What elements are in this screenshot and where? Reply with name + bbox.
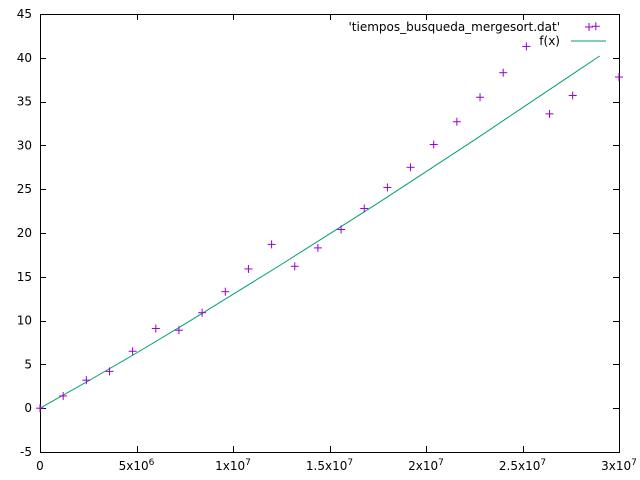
data-point <box>452 117 461 126</box>
y-tick-label: 35 <box>17 95 32 109</box>
x-tick-label-base: 5x10 <box>119 459 149 473</box>
x-tick-label-exponent: 7 <box>245 458 251 468</box>
data-point <box>383 183 392 192</box>
data-point <box>499 68 508 77</box>
data-point <box>36 404 44 413</box>
data-point <box>429 140 438 149</box>
y-tick-label: 0 <box>24 401 32 415</box>
fit-line-series <box>39 55 600 409</box>
x-tick-label-exponent: 7 <box>631 458 637 468</box>
x-tick-label: 5x106 <box>119 458 155 473</box>
data-point <box>545 109 554 118</box>
x-tick-label: 1.5x107 <box>306 458 353 473</box>
legend-marker-points <box>585 23 593 31</box>
data-point <box>290 262 299 271</box>
x-tick-label: 2x107 <box>408 458 444 473</box>
y-tick-label: 25 <box>17 182 32 196</box>
x-tick-label-exponent: 6 <box>149 458 155 468</box>
x-tick-label-exponent: 7 <box>347 458 353 468</box>
data-point <box>198 308 207 317</box>
x-tick-label: 1x107 <box>215 458 251 473</box>
data-point <box>476 93 485 102</box>
y-tick-label: 15 <box>17 270 32 284</box>
data-point <box>313 243 322 252</box>
data-point <box>522 42 531 51</box>
data-point <box>221 287 230 296</box>
data-point <box>59 391 68 400</box>
x-tick-labels: 0 5x106 1x107 1.5x107 2x107 2.5x107 3x107 <box>36 458 637 473</box>
y-tick-label: 45 <box>17 7 32 21</box>
x-tick-label-base: 1x10 <box>215 459 245 473</box>
x-tick-label: 2.5x107 <box>499 458 546 473</box>
data-point <box>174 326 183 335</box>
legend-label-points: 'tiempos_busqueda_mergesort.dat' <box>349 20 561 34</box>
y-tick-label: 30 <box>17 138 32 152</box>
data-point <box>591 22 600 31</box>
data-point <box>615 73 623 82</box>
x-tick-label-exponent: 7 <box>540 458 546 468</box>
data-point <box>244 264 253 273</box>
data-point <box>337 225 346 234</box>
x-tick-label: 0 <box>36 459 44 473</box>
y-tick-label: 10 <box>17 314 32 328</box>
data-point <box>267 240 276 249</box>
data-point <box>360 204 369 213</box>
x-tick-label-base: 1.5x10 <box>306 459 347 473</box>
y-tick-labels: -5 0 5 10 15 20 25 30 35 40 45 <box>17 7 32 459</box>
data-point <box>568 91 577 100</box>
data-point <box>406 163 415 172</box>
data-point <box>151 324 160 333</box>
data-point <box>82 376 91 385</box>
x-tick-label-base: 2x10 <box>408 459 438 473</box>
y-tick-label: 40 <box>17 51 32 65</box>
x-tick-label-base: 0 <box>36 459 44 473</box>
data-point <box>105 367 114 376</box>
legend: 'tiempos_busqueda_mergesort.dat' f(x) <box>349 20 606 48</box>
y-tick-label: 20 <box>17 226 32 240</box>
y-tick-label: 5 <box>24 357 32 371</box>
y-tick-label: -5 <box>20 445 32 459</box>
x-tick-label: 3x107 <box>601 458 637 473</box>
points-series <box>36 22 623 413</box>
data-point <box>128 347 137 356</box>
x-tick-label-exponent: 7 <box>438 458 444 468</box>
fit-line <box>39 55 600 409</box>
x-tick-label-base: 3x10 <box>601 459 631 473</box>
legend-label-line: f(x) <box>539 34 560 48</box>
x-tick-label-base: 2.5x10 <box>499 459 540 473</box>
